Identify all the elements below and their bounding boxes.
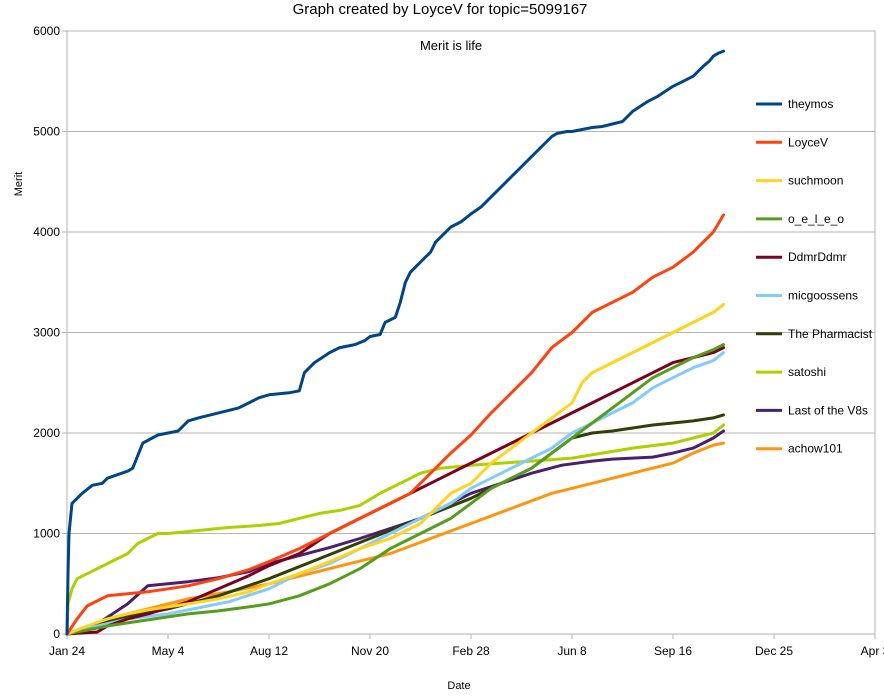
y-tick-label: 3000: [33, 326, 60, 340]
series-line-theymos: [65, 49, 725, 636]
chart-title: Graph created by LoyceV for topic=509916…: [293, 1, 588, 18]
series-line-o-e-l-e-o: [65, 343, 725, 636]
legend-label-loycev: LoyceV: [788, 135, 828, 149]
legend-label-ddmrddmr: DdmrDdmr: [788, 250, 847, 264]
legend: theymos LoyceV suchmoon o_e_l_e_o DdmrDdmr mi…: [756, 97, 873, 456]
legend-label-o-e-l-e-o: o_e_l_e_o: [788, 212, 844, 226]
grid-lines: [67, 30, 875, 635]
y-tick-label: 2000: [33, 426, 60, 440]
x-tick-label: May 4: [152, 644, 185, 658]
y-tick-label: 4000: [33, 225, 60, 239]
series-line-satoshi: [65, 423, 725, 636]
x-tick-label: Dec 25: [755, 644, 793, 658]
legend-label-micgoossens: micgoossens: [788, 289, 858, 303]
y-tick-label: 6000: [33, 24, 60, 38]
x-tick-label: Jun 8: [557, 644, 587, 658]
y-tick-label: 1000: [33, 527, 60, 541]
y-axis-label: Merit: [13, 172, 25, 196]
x-axis-label: Date: [447, 680, 470, 692]
y-axis-ticks: 0 1000 2000 3000 4000 5000 6000: [33, 24, 67, 641]
series-line-achow101: [65, 441, 725, 636]
x-tick-label: Jan 24: [49, 644, 85, 658]
x-tick-label: Aug 12: [250, 644, 288, 658]
y-tick-label: 0: [53, 627, 60, 641]
series-lines: [65, 49, 725, 636]
series-line-ddmrddmr: [65, 346, 725, 636]
series-line-micgoossens: [65, 351, 725, 636]
legend-label-suchmoon: suchmoon: [788, 174, 843, 188]
plot-area-border: [66, 30, 876, 635]
x-tick-label: Feb 28: [452, 644, 490, 658]
legend-label-the-pharmacist: The Pharmacist: [788, 327, 873, 341]
x-tick-label: Nov 20: [351, 644, 389, 658]
series-line-loycev: [65, 213, 725, 636]
legend-label-last-of-the-v8s: Last of the V8s: [788, 403, 868, 417]
legend-label-satoshi: satoshi: [788, 365, 826, 379]
series-line-suchmoon: [65, 302, 725, 636]
x-axis-ticks: Jan 24 May 4 Aug 12 Nov 20 Feb 28 Jun 8 Sep 16…: [49, 634, 884, 658]
chart-subtitle: Merit is life: [420, 38, 482, 53]
y-tick-label: 5000: [33, 125, 60, 139]
x-tick-label: Apr 3: [861, 644, 884, 658]
series-line-the-pharmacist: [65, 413, 725, 636]
legend-label-theymos: theymos: [788, 97, 833, 111]
x-tick-label: Sep 16: [654, 644, 692, 658]
legend-label-achow101: achow101: [788, 442, 843, 456]
